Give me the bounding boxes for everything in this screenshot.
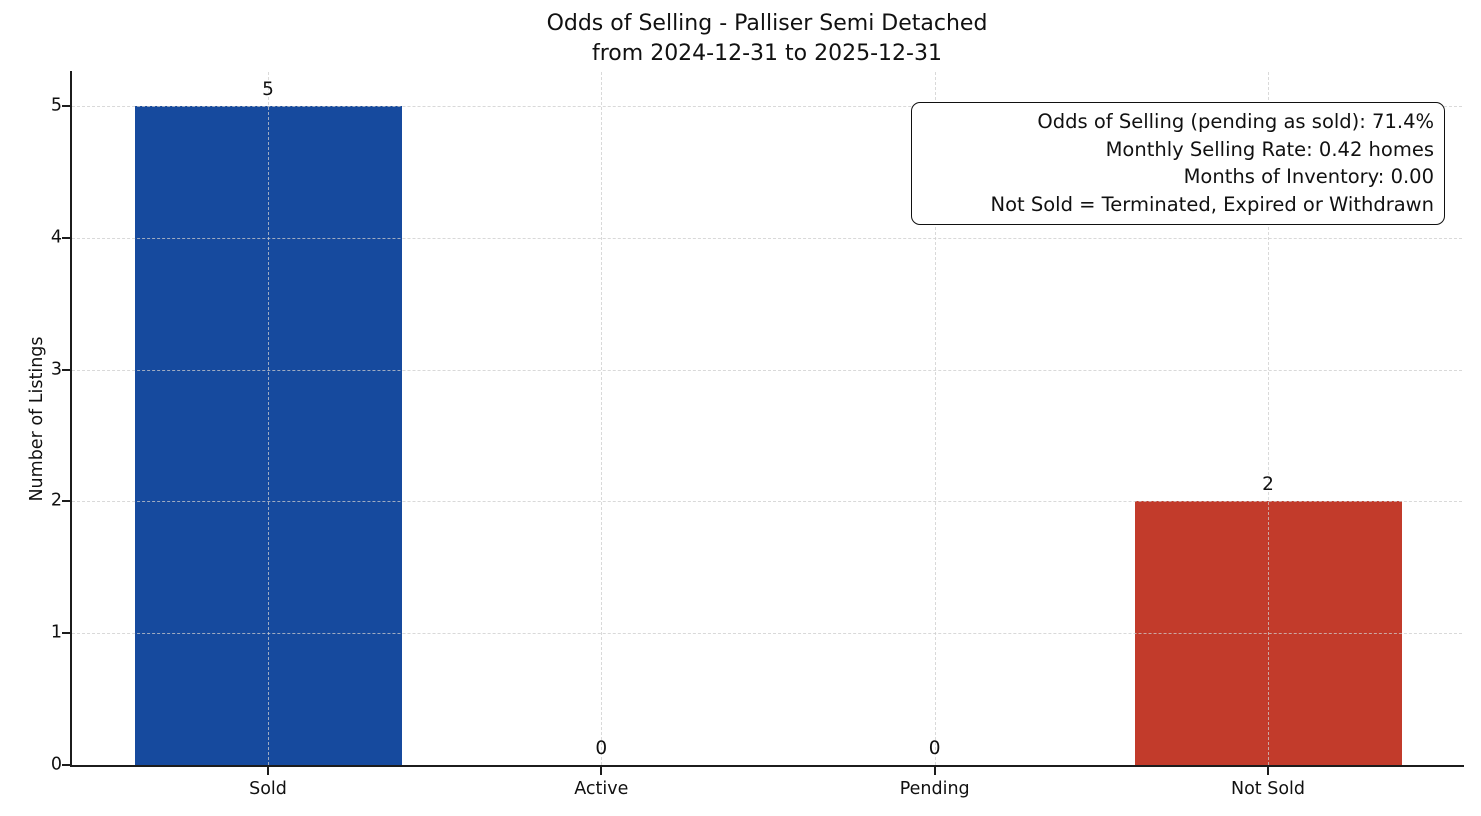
gridline-vertical-pending [934,72,936,765]
gridline-vertical-not-sold [1268,72,1269,765]
annotation-line-monthly-rate: Monthly Selling Rate: 0.42 homes [1105,137,1434,161]
x-tick-label-sold: Sold [249,779,287,799]
gridline-vertical-active [601,72,603,765]
x-tick-mark-not-sold [1267,767,1269,775]
bar-value-label-pending: 0 [928,738,941,759]
y-tick-label-4: 4 [50,227,62,248]
y-tick-label-3: 3 [50,358,62,379]
y-tick-label-2: 2 [50,490,62,511]
bar-value-label-sold: 5 [262,79,274,100]
chart-title-line1: Odds of Selling - Palliser Semi Detached [546,11,988,36]
y-tick-label-0: 0 [50,754,62,775]
y-tick-label-5: 5 [50,95,62,116]
x-axis-spine [70,765,1464,767]
x-tick-label-pending: Pending [899,779,970,799]
y-tick-label-1: 1 [50,622,62,643]
gridline-horizontal-y2 [72,501,1462,503]
x-tick-label-active: Active [574,779,629,799]
y-tick-mark-4 [62,236,70,239]
annotation-line-not-sold-note: Not Sold = Terminated, Expired or Withdr… [990,192,1434,216]
bar-value-label-not-sold: 2 [1262,474,1274,496]
gridline-horizontal-y5 [72,106,1462,107]
annotation-box: Odds of Selling (pending as sold): 71.4%… [911,102,1445,225]
chart-title-line2: from 2024-12-31 to 2025-12-31 [592,41,942,66]
bar-value-label-active: 0 [595,738,608,759]
y-axis-spine [70,71,72,767]
y-tick-mark-2 [62,500,70,503]
gridline-vertical-sold [268,72,269,765]
y-axis-label: Number of Listings [27,336,47,502]
x-tick-mark-pending [933,767,936,775]
y-tick-mark-1 [62,632,70,635]
gridline-horizontal-y1 [72,633,1462,635]
gridline-horizontal-y4 [72,237,1462,239]
gridline-horizontal-y3 [72,369,1462,371]
x-tick-mark-active [600,767,603,775]
y-tick-mark-3 [62,368,70,371]
y-tick-mark-0 [62,764,70,766]
x-tick-label-not-sold: Not Sold [1230,779,1306,799]
annotation-line-inventory: Months of Inventory: 0.00 [1183,165,1434,188]
annotation-line-odds: Odds of Selling (pending as sold): 71.4% [1037,110,1434,133]
chart-title: Odds of Selling - Palliser Semi Detached… [72,9,1462,69]
y-tick-mark-5 [62,105,70,107]
x-tick-mark-sold [267,767,269,775]
